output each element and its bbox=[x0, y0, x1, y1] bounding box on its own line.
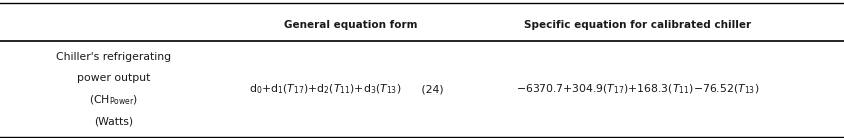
Text: (24): (24) bbox=[411, 84, 444, 94]
Text: (CH$_{\mathregular{Power}}$): (CH$_{\mathregular{Power}}$) bbox=[89, 93, 138, 107]
Text: power output: power output bbox=[78, 73, 150, 83]
Text: General equation form: General equation form bbox=[284, 20, 417, 30]
Text: $-6370.7\mathrm{+}304.9(T_{17})\mathrm{+}168.3(T_{11})\mathrm{-}76.52(T_{13})$: $-6370.7\mathrm{+}304.9(T_{17})\mathrm{+… bbox=[516, 82, 759, 96]
Text: (Watts): (Watts) bbox=[95, 116, 133, 126]
Text: $\mathrm{d}_0\mathrm{+d}_1(T_{17})\mathrm{+d}_2(T_{11})\mathrm{+d}_3(T_{13})$: $\mathrm{d}_0\mathrm{+d}_1(T_{17})\mathr… bbox=[249, 82, 401, 96]
Text: Specific equation for calibrated chiller: Specific equation for calibrated chiller bbox=[523, 20, 751, 30]
Text: Chiller's refrigerating: Chiller's refrigerating bbox=[57, 52, 171, 62]
